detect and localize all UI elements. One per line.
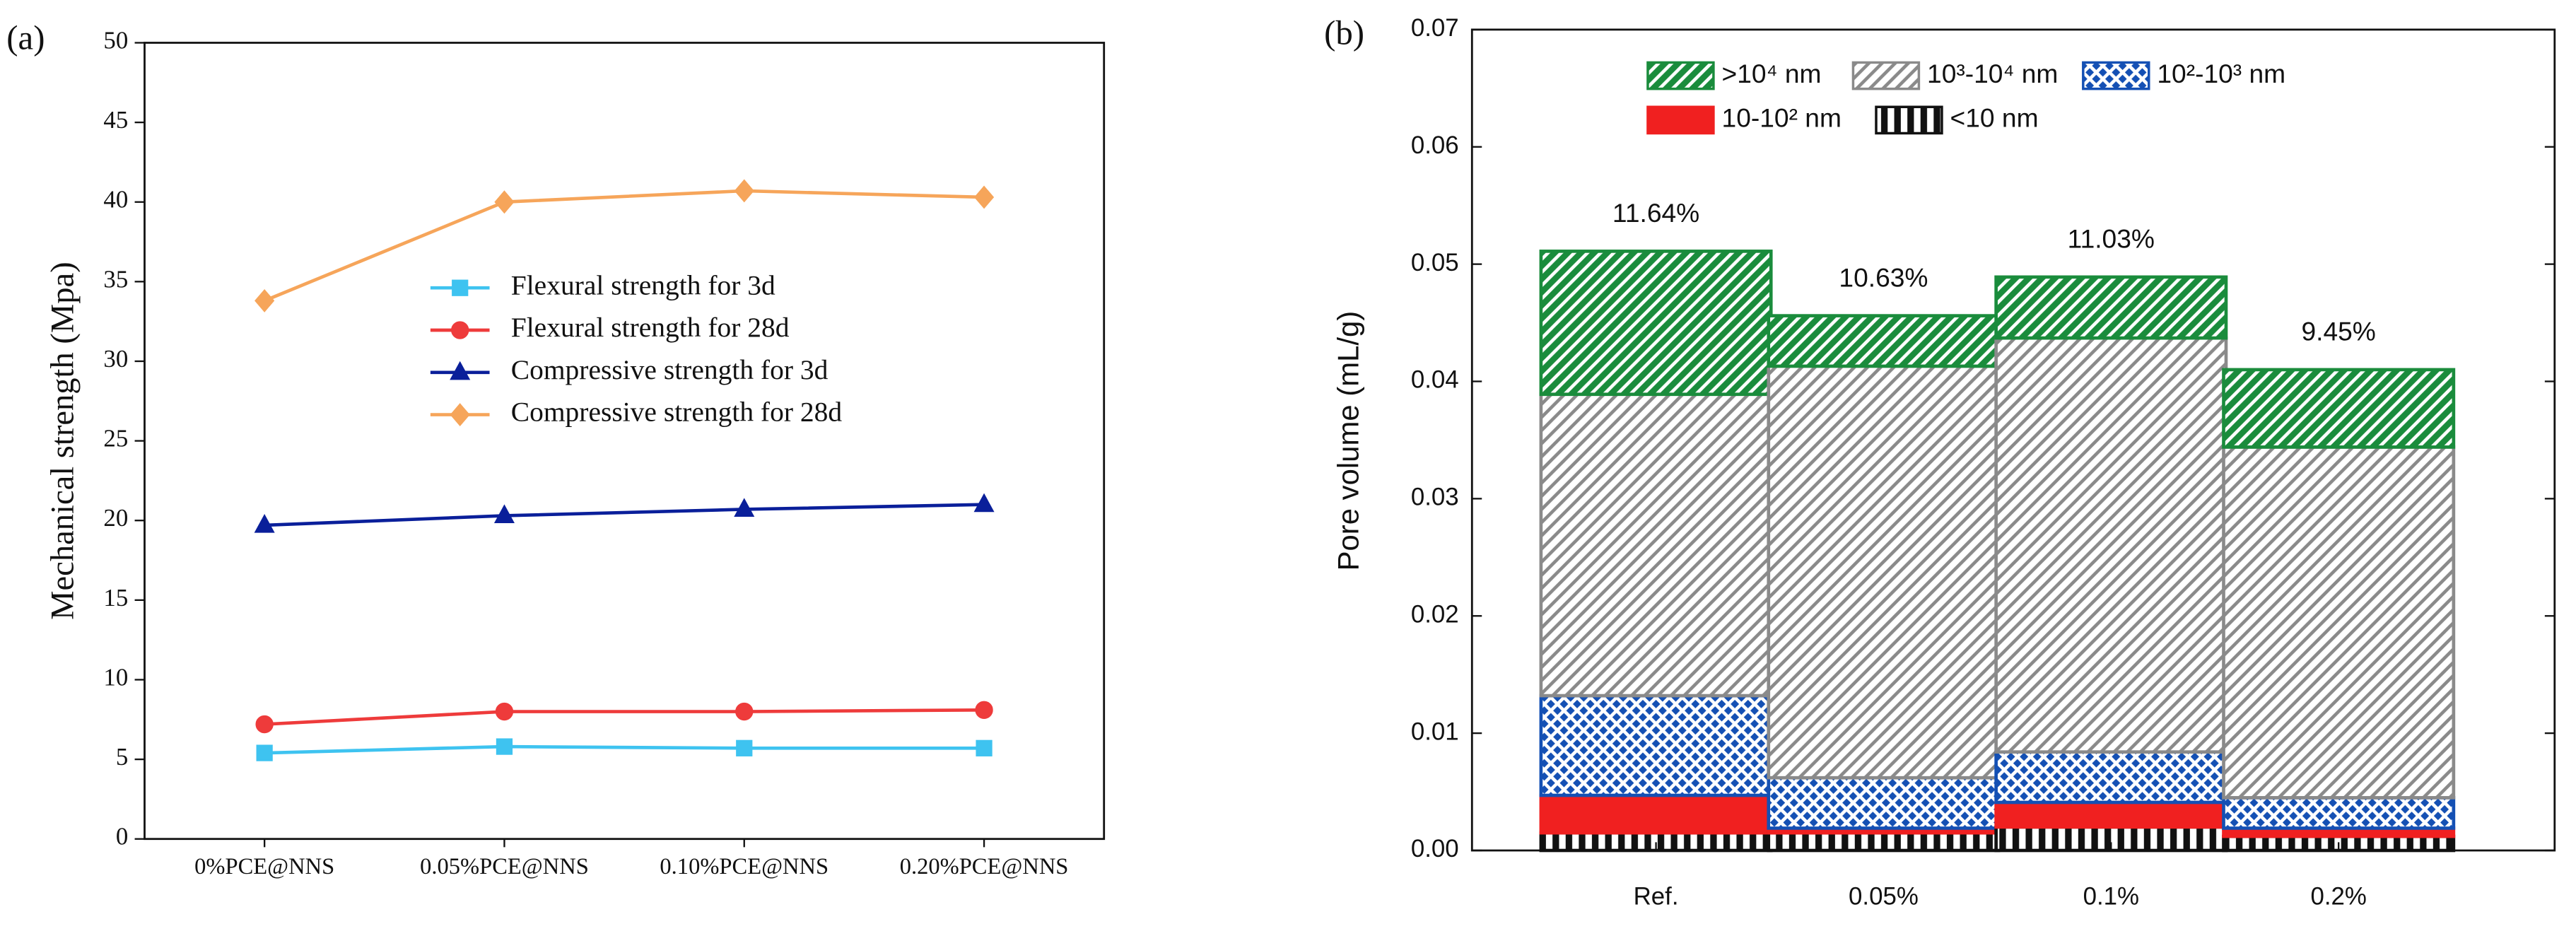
legend-label: Compressive strength for 3d [511, 354, 829, 385]
series-line [264, 189, 985, 303]
plot-frame [144, 42, 1106, 841]
y-tick-label: 0.03 [1411, 484, 1459, 511]
panel-label: (b) [1324, 13, 1364, 52]
y-tick-label: 40 [103, 186, 128, 213]
bar-segment [1539, 694, 1773, 797]
y-tick-label: 0.04 [1411, 366, 1459, 394]
y-tick-label: 5 [116, 743, 128, 771]
bar-segment [1539, 793, 1773, 835]
marker [496, 738, 513, 755]
legend-label: >10⁴ nm [1722, 59, 1822, 88]
marker [973, 185, 995, 209]
series-line [264, 503, 985, 527]
marker [451, 321, 469, 339]
marker [450, 403, 470, 427]
y-axis-title: Pore volume (mL/g) [1331, 311, 1364, 571]
marker [256, 744, 273, 761]
marker [495, 702, 514, 721]
legend-swatch [2082, 61, 2150, 90]
legend-swatch [1875, 105, 1943, 135]
plot-frame [1470, 28, 2556, 852]
bar-label: 10.63% [1839, 262, 1928, 292]
marker [254, 513, 275, 533]
legend-swatch [1646, 105, 1715, 135]
y-tick-label: 15 [103, 584, 128, 612]
legend-label: 10²-10³ nm [2157, 59, 2285, 88]
x-tick-label: 0.20%PCE@NNS [900, 854, 1069, 879]
bar-label: 9.45% [2301, 317, 2375, 346]
marker [736, 739, 753, 756]
x-tick-label: 0.1% [2083, 883, 2139, 911]
marker [452, 279, 469, 296]
bar-label: 11.03% [2068, 223, 2155, 253]
marker [975, 701, 993, 719]
marker [734, 498, 755, 517]
x-tick-label: 0.05%PCE@NNS [420, 854, 589, 879]
marker [254, 288, 275, 312]
legend-label: Flexural strength for 3d [511, 269, 775, 300]
marker [734, 179, 754, 203]
y-tick-label: 0.07 [1411, 14, 1459, 42]
marker [493, 504, 515, 524]
y-tick-label: 25 [103, 425, 128, 452]
marker [255, 715, 274, 734]
y-tick-label: 0.06 [1411, 131, 1459, 159]
bar-segment [1767, 314, 2001, 368]
bar-segment [2222, 796, 2456, 830]
y-tick-label: 30 [103, 345, 128, 373]
x-tick-label: 0.05% [1849, 883, 1919, 911]
y-tick-label: 50 [103, 26, 128, 54]
legend-label: Flexural strength for 28d [511, 312, 790, 343]
bar-segment [1539, 250, 1773, 397]
bar-segment [1994, 750, 2228, 805]
bar-label: 11.64% [1612, 198, 1699, 228]
bar-segment [2222, 445, 2456, 800]
marker [976, 739, 993, 756]
y-tick-label: 20 [103, 504, 128, 532]
bar-segment [1994, 800, 2228, 829]
marker [494, 190, 515, 214]
bar-segment [1994, 336, 2228, 754]
legend-label: 10³-10⁴ nm [1927, 59, 2058, 88]
y-tick-label: 0.02 [1411, 600, 1459, 628]
marker [450, 361, 471, 380]
marker [973, 493, 995, 513]
panel-label: (a) [6, 18, 45, 57]
y-tick-label: 0.00 [1411, 835, 1459, 862]
x-tick-label: 0.2% [2310, 883, 2366, 911]
y-tick-label: 35 [103, 265, 128, 293]
legend-label: <10 nm [1950, 103, 2039, 133]
y-tick-label: 10 [103, 663, 128, 691]
legend-label: 10-10² nm [1722, 103, 1842, 133]
series-line [264, 744, 985, 755]
legend-swatch [1646, 61, 1715, 90]
series-line [264, 708, 985, 726]
bar-segment [1539, 392, 1773, 698]
y-tick-label: 0.05 [1411, 249, 1459, 276]
legend-label: Compressive strength for 28d [511, 397, 843, 428]
y-tick-label: 0.01 [1411, 718, 1459, 745]
legend-swatch [1851, 61, 1921, 90]
bar-segment [1767, 776, 2001, 830]
bar-segment [2222, 368, 2456, 449]
y-tick-label: 45 [103, 106, 128, 134]
bar-segment [1767, 364, 2001, 780]
x-tick-label: Ref. [1634, 883, 1679, 911]
y-axis-title: Mechanical strength (Mpa) [45, 262, 81, 619]
x-tick-label: 0.10%PCE@NNS [660, 854, 829, 879]
y-tick-label: 0 [116, 823, 128, 850]
marker [735, 702, 754, 721]
x-tick-label: 0%PCE@NNS [194, 854, 334, 879]
bar-segment [1994, 275, 2228, 340]
